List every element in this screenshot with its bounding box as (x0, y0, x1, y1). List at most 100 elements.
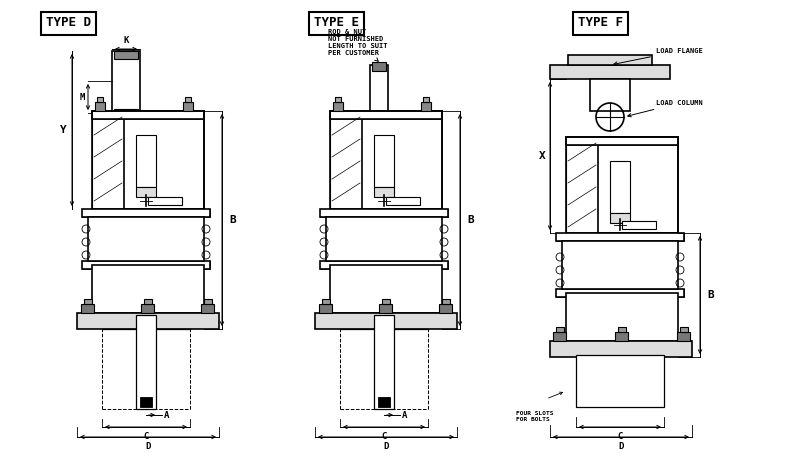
Bar (566, 293, 678, 341)
Bar (315, 313, 457, 329)
Bar (185, 97, 191, 102)
Bar (141, 304, 154, 313)
Bar (556, 233, 684, 241)
Bar (566, 137, 678, 145)
Bar (92, 111, 124, 209)
Text: LOAD COLUMN: LOAD COLUMN (628, 100, 702, 117)
Bar (136, 315, 156, 409)
Bar (322, 299, 330, 304)
Bar (372, 62, 386, 71)
Bar (84, 299, 92, 304)
Text: C: C (143, 432, 149, 441)
Bar (92, 111, 124, 209)
Bar (124, 111, 204, 209)
Text: Y: Y (60, 125, 66, 135)
Text: D: D (146, 442, 150, 451)
Text: D: D (383, 442, 389, 451)
Text: A: A (164, 411, 170, 420)
Bar (610, 213, 630, 223)
Bar (566, 137, 598, 233)
Bar (92, 111, 204, 119)
Bar (556, 289, 684, 297)
Bar (92, 265, 204, 313)
Bar (319, 304, 332, 313)
Bar (556, 327, 564, 332)
Bar (77, 313, 219, 329)
Bar (335, 97, 341, 102)
Text: B: B (707, 290, 714, 300)
Bar (374, 187, 394, 197)
Bar (622, 221, 656, 229)
Bar (114, 51, 138, 59)
Bar (112, 51, 140, 113)
Bar (82, 261, 210, 269)
Text: A: A (402, 411, 407, 420)
Bar (423, 97, 429, 102)
Bar (92, 111, 204, 119)
Text: K: K (123, 36, 129, 45)
Bar (421, 102, 431, 111)
Bar (333, 102, 343, 111)
Bar (136, 135, 156, 187)
Bar (566, 137, 678, 233)
Bar (562, 241, 678, 289)
Bar (330, 111, 362, 209)
Bar (374, 315, 394, 409)
Text: LOAD FLANGE: LOAD FLANGE (614, 48, 702, 65)
Bar (590, 79, 630, 111)
Bar (330, 111, 362, 209)
Text: B: B (229, 215, 236, 225)
Bar (677, 332, 690, 341)
Text: TYPE F: TYPE F (578, 16, 622, 30)
Bar (144, 299, 152, 304)
Bar (442, 299, 450, 304)
Bar (382, 299, 390, 304)
Bar (379, 304, 392, 313)
Bar (576, 355, 664, 407)
Text: X: X (538, 151, 546, 161)
Bar (615, 332, 628, 341)
Text: D: D (618, 442, 624, 451)
Bar (320, 261, 448, 269)
Text: ROD & NUT
NOT FURNISHED
LENGTH TO SUIT
PER CUSTOMER: ROD & NUT NOT FURNISHED LENGTH TO SUIT P… (328, 29, 387, 61)
Bar (88, 217, 204, 261)
Bar (148, 197, 182, 205)
Bar (82, 209, 210, 217)
Bar (81, 304, 94, 313)
Bar (618, 327, 626, 332)
Bar (568, 55, 652, 65)
Bar (330, 111, 442, 119)
Bar (566, 137, 598, 233)
Text: TYPE E: TYPE E (314, 16, 358, 30)
Bar (362, 111, 442, 209)
Bar (114, 109, 138, 113)
Text: FOUR SLOTS
FOR BOLTS: FOUR SLOTS FOR BOLTS (516, 411, 554, 422)
Bar (374, 135, 394, 187)
Bar (550, 341, 692, 357)
Bar (330, 111, 442, 119)
Bar (82, 209, 210, 217)
Bar (140, 397, 152, 407)
Bar (330, 111, 442, 209)
Bar (598, 137, 678, 233)
Bar (326, 217, 442, 261)
Text: TYPE D: TYPE D (46, 16, 90, 30)
Bar (136, 187, 156, 197)
Bar (201, 304, 214, 313)
Bar (320, 209, 448, 217)
Bar (320, 209, 448, 217)
Bar (680, 327, 688, 332)
Bar (439, 304, 452, 313)
Bar (97, 97, 103, 102)
Bar (330, 265, 442, 313)
Bar (386, 197, 420, 205)
Bar (550, 65, 670, 79)
Bar (183, 102, 193, 111)
Bar (82, 261, 210, 269)
Bar (95, 102, 105, 111)
Bar (92, 111, 204, 209)
Text: C: C (382, 432, 386, 441)
Bar (556, 289, 684, 297)
Bar (566, 137, 678, 145)
Bar (320, 261, 448, 269)
